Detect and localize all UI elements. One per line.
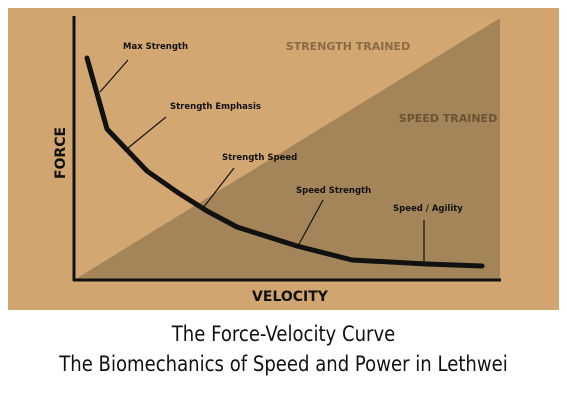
- annotation-speed-agility: Speed / Agility: [393, 204, 463, 214]
- force-velocity-diagram: STRENGTH TRAINED SPEED TRAINED FORCE VEL…: [53, 16, 501, 305]
- strength-emphasis-leader: [127, 116, 167, 149]
- annotation-strength-emphasis: Strength Emphasis: [170, 102, 261, 112]
- caption-subtitle: The Biomechanics of Speed and Power in L…: [59, 352, 508, 376]
- speed-strength-leader: [297, 199, 324, 247]
- strength-trained-label: STRENGTH TRAINED: [286, 40, 410, 53]
- annotation-strength-speed: Strength Speed: [222, 153, 297, 163]
- annotation-max-strength: Max Strength: [123, 42, 188, 52]
- strength-speed-leader: [202, 167, 235, 209]
- x-axis-label: VELOCITY: [252, 289, 329, 305]
- annotation-speed-strength: Speed Strength: [296, 186, 371, 196]
- y-axis-label: FORCE: [53, 127, 69, 179]
- diagram-panel: STRENGTH TRAINED SPEED TRAINED FORCE VEL…: [8, 8, 559, 310]
- speed-trained-region: [74, 18, 500, 280]
- caption-title: The Force-Velocity Curve: [171, 322, 396, 346]
- max-strength-leader: [99, 59, 129, 93]
- force-velocity-curve: [84, 55, 485, 269]
- speed-trained-label: SPEED TRAINED: [399, 112, 497, 125]
